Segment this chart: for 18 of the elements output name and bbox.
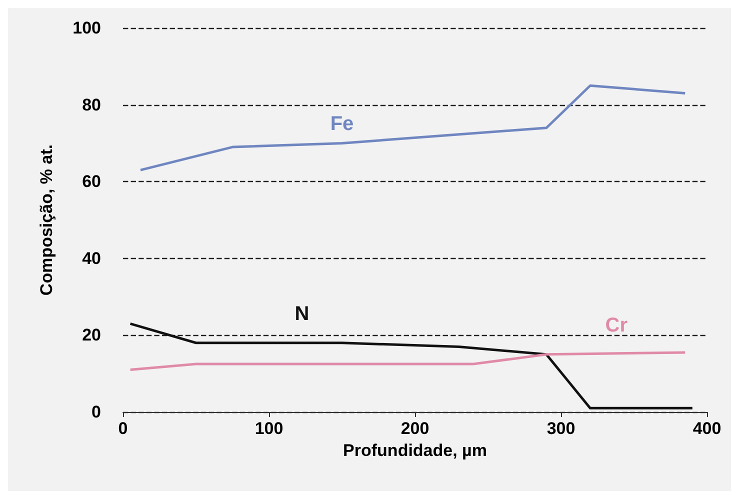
line-series: [139, 84, 686, 172]
x-tick-label: 200: [400, 419, 430, 438]
x-axis-title: Profundidade, µm: [343, 440, 487, 460]
x-tick-label: 300: [546, 419, 576, 438]
series-label: N: [294, 302, 310, 325]
x-tick-label: 100: [254, 419, 284, 438]
x-tick-label: 400: [692, 419, 722, 438]
series-label: Fe: [330, 113, 354, 136]
y-tick-label: 20: [82, 326, 101, 345]
y-tick-label: 80: [82, 95, 101, 114]
x-tick-label: 0: [118, 419, 128, 438]
series-label: Cr: [605, 314, 628, 336]
y-tick-label: 60: [82, 172, 101, 192]
y-axis-title: Composição, % at.: [37, 144, 56, 296]
y-tick-label: 40: [82, 248, 101, 268]
y-tick-label: 0: [92, 402, 101, 422]
y-tick-label: 100: [72, 18, 101, 38]
line-series: [129, 351, 686, 372]
